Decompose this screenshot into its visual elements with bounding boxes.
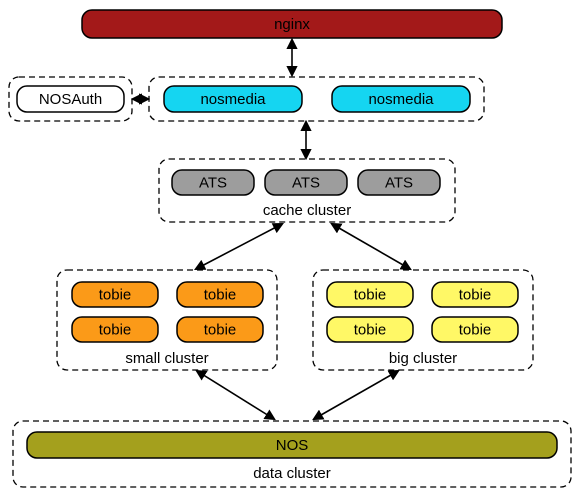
node-label-nos: NOS (276, 437, 309, 454)
node-label-tobieA1: tobie (99, 286, 132, 303)
group-label-small: small cluster (125, 350, 208, 367)
group-label-cache: cache cluster (263, 202, 351, 219)
node-label-tobieB2: tobie (459, 286, 492, 303)
node-label-tobieA3: tobie (99, 321, 132, 338)
edge-3 (196, 224, 282, 269)
node-label-ats3: ATS (385, 174, 413, 191)
node-label-tobieA4: tobie (204, 321, 237, 338)
group-label-data: data cluster (253, 465, 331, 482)
group-label-big: big cluster (389, 350, 457, 367)
node-label-tobieB1: tobie (354, 286, 387, 303)
node-label-tobieB4: tobie (459, 321, 492, 338)
node-label-tobieB3: tobie (354, 321, 387, 338)
node-label-tobieA2: tobie (204, 286, 237, 303)
edge-5 (197, 371, 274, 419)
node-label-ats2: ATS (292, 174, 320, 191)
edge-4 (332, 224, 410, 269)
architecture-diagram: cache cluster small cluster big cluster dat… (0, 0, 583, 500)
node-label-nginx: nginx (274, 16, 310, 33)
node-label-ats1: ATS (199, 174, 227, 191)
node-label-nosmedia1: nosmedia (200, 91, 266, 108)
edge-6 (314, 371, 398, 419)
node-label-nosmedia2: nosmedia (368, 91, 434, 108)
node-label-nosauth: NOSAuth (39, 91, 102, 108)
